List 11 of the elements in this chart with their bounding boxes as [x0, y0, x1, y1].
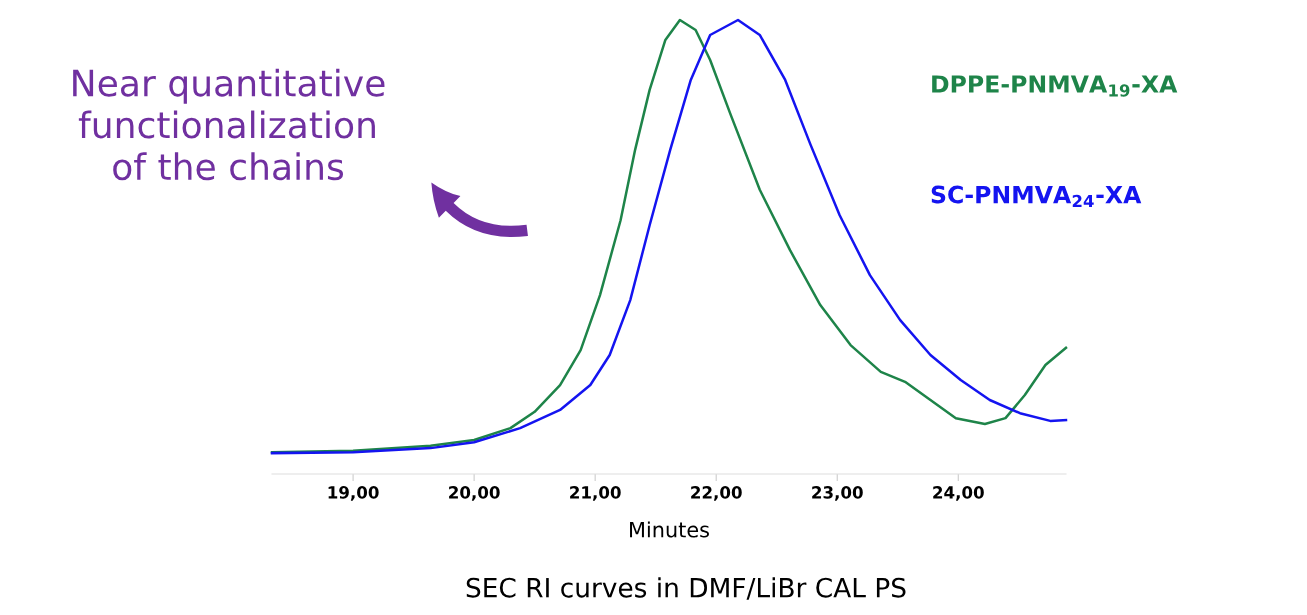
text: SC-PNMVA$_{24}$-XA [931, 185, 1142, 207]
x-axis-title: Minutes [630, 521, 709, 538]
x-tick-label: 24,00 [933, 486, 984, 501]
annotation: Near quantitative functionalization of the chains [73, 68, 385, 181]
x-tick-label: 23,00 [812, 486, 863, 501]
x-tick-label: 21,00 [570, 486, 621, 501]
text: DPPE-PNMVA$_{19}$-XA [932, 75, 1178, 97]
x-tick-label: 19,00 [328, 486, 379, 501]
x-tick-label: 22,00 [691, 486, 742, 501]
x-tick-label: 20,00 [449, 486, 500, 501]
text: SEC RI curves in DMF/LiBr CAL PS [466, 577, 906, 600]
